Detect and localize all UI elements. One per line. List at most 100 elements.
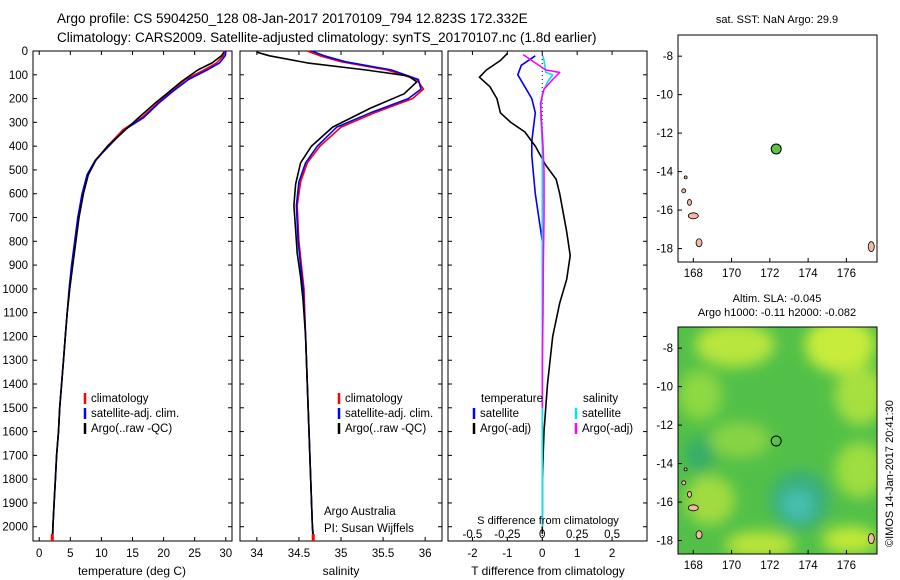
temperature-profiles: [33, 50, 232, 542]
sla-map-float-marker: [770, 435, 782, 447]
series-line-argo-raw-qc-: [256, 51, 418, 534]
temperature-plot-frame: [32, 50, 233, 542]
s-difference-axis-label: S difference from climatology: [477, 515, 619, 527]
lat-tick-label: -10: [656, 90, 673, 102]
difference-panel: -2 -1 0 1 2 S difference from climatology T …: [447, 50, 648, 578]
temperature-legend: climatology satellite-adj. clim. Argo(..ra…: [83, 393, 179, 435]
depth-tick-label: 1700: [2, 450, 28, 462]
series-line-argo-raw-qc-: [52, 51, 225, 534]
s-tick-label: -0.25: [494, 529, 520, 541]
sla-map-title-2: Argo h1000: -0.11 h2000: -0.082: [698, 307, 856, 319]
x-tick-label: -2: [467, 548, 477, 560]
legend-label: Argo(-adj): [582, 423, 633, 435]
x-tick-label: 0: [539, 548, 545, 560]
island-shape: [687, 212, 699, 220]
x-tick-label: 20: [157, 548, 170, 560]
float-position-marker: [770, 435, 782, 447]
island-shape: [687, 490, 692, 498]
depth-tick-label: 400: [9, 141, 28, 153]
salinity-plot-frame: [239, 50, 443, 542]
float-position-marker: [770, 143, 782, 155]
legend-title-salinity: salinity: [583, 393, 618, 405]
lon-tick-label: 176: [837, 268, 856, 280]
depth-tick-label: 800: [9, 236, 28, 248]
depth-tick-label: 1800: [2, 474, 28, 486]
depth-tick-label: 300: [9, 117, 28, 129]
legend-label: climatology: [91, 393, 149, 405]
lon-tick-label: 170: [722, 560, 741, 572]
series-line-s-argo-adj-: [522, 53, 561, 408]
lat-tick-label: -14: [656, 459, 673, 471]
lat-tick-label: -18: [656, 536, 673, 548]
difference-s-ticks: -0.5 -0.25 0 0.25 0.5: [463, 529, 621, 541]
t-difference-axis-label: T difference from climatology: [471, 564, 625, 578]
x-tick-label: 35: [335, 548, 348, 560]
difference-profiles: [448, 50, 647, 534]
island-shape: [867, 533, 875, 545]
s-tick-label: -0.5: [463, 529, 483, 541]
salinity-x-axis: 34 34.5 35 35.5 36: [250, 51, 432, 560]
island-shape: [683, 467, 688, 472]
difference-plot-frame: [447, 50, 648, 542]
depth-tick-label: 900: [9, 260, 28, 272]
legend-label: Argo(-adj): [480, 423, 531, 435]
sla-map-field: [678, 327, 877, 554]
x-tick-label: 34.5: [288, 548, 310, 560]
depth-tick-label: 1600: [2, 427, 28, 439]
island-shape: [695, 530, 703, 540]
temperature-panel: 0100200300400500600700800900100011001200…: [2, 46, 233, 578]
sla-map-title-1: Altim. SLA: -0.045: [733, 293, 822, 305]
argo-australia-note: Argo Australia: [324, 506, 396, 518]
lon-tick-label: 174: [799, 560, 819, 572]
legend-label: Argo(..raw -QC): [345, 423, 426, 435]
depth-tick-label: 2000: [2, 522, 28, 534]
legend-label: satellite-adj. clim.: [345, 408, 433, 420]
lat-tick-label: -8: [663, 343, 673, 355]
x-tick-label: 2: [609, 548, 615, 560]
lon-tick-label: 174: [799, 268, 819, 280]
lat-tick-label: -12: [656, 128, 673, 140]
lon-tick-label: 170: [722, 268, 741, 280]
sla-map-panel: Altim. SLA: -0.045 Argo h1000: -0.11 h20…: [656, 293, 878, 572]
legend-label: Argo(..raw -QC): [91, 423, 172, 435]
depth-tick-label: 1500: [2, 403, 28, 415]
island-shape: [687, 198, 692, 206]
x-tick-label: 35.5: [372, 548, 394, 560]
lon-tick-label: 172: [760, 560, 779, 572]
island-shape: [867, 241, 875, 253]
lat-tick-label: -10: [656, 382, 673, 394]
x-tick-label: -1: [502, 548, 512, 560]
lat-tick-label: -12: [656, 420, 673, 432]
depth-tick-label: 1000: [2, 284, 28, 296]
depth-tick-label: 0: [22, 46, 28, 58]
x-tick-label: 25: [188, 548, 201, 560]
sla-map-frame: [677, 326, 878, 555]
s-tick-label: 0.25: [566, 529, 588, 541]
depth-tick-label: 200: [9, 94, 28, 106]
island-shape: [681, 480, 687, 486]
salinity-profiles: [240, 50, 442, 542]
lat-tick-label: -14: [656, 167, 673, 179]
difference-legend: temperature salinity satellite Argo(-adj) sa…: [472, 393, 633, 435]
lon-tick-label: 168: [684, 268, 703, 280]
sst-map-coastlines: [681, 175, 875, 253]
lat-tick-label: -16: [656, 497, 673, 509]
x-tick-label: 10: [95, 548, 108, 560]
header-line-1: Argo profile: CS 5904250_128 08-Jan-2017…: [57, 11, 528, 26]
salinity-axis-label: salinity: [323, 564, 360, 578]
lon-tick-label: 172: [760, 268, 779, 280]
x-tick-label: 34: [250, 548, 263, 560]
sst-map-title: sat. SST: NaN Argo: 29.9: [716, 14, 838, 26]
depth-tick-label: 1200: [2, 331, 28, 343]
salinity-legend: climatology satellite-adj. clim. Argo(..ra…: [337, 393, 433, 435]
x-tick-label: 1: [574, 548, 580, 560]
pi-note: PI: Susan Wijffels: [324, 523, 414, 535]
depth-tick-label: 600: [9, 189, 28, 201]
lon-tick-label: 176: [837, 560, 856, 572]
sst-map-panel: sat. SST: NaN Argo: 29.9 168 170 172 174 176…: [656, 14, 878, 280]
salinity-panel: 34 34.5 35 35.5 36 salinity climatology satel…: [239, 50, 443, 578]
header-line-2: Climatology: CARS2009. Satellite-adjuste…: [57, 30, 597, 45]
legend-title-temperature: temperature: [481, 393, 543, 405]
temperature-x-axis: 0 5 10 15 20 25 30: [36, 51, 232, 560]
